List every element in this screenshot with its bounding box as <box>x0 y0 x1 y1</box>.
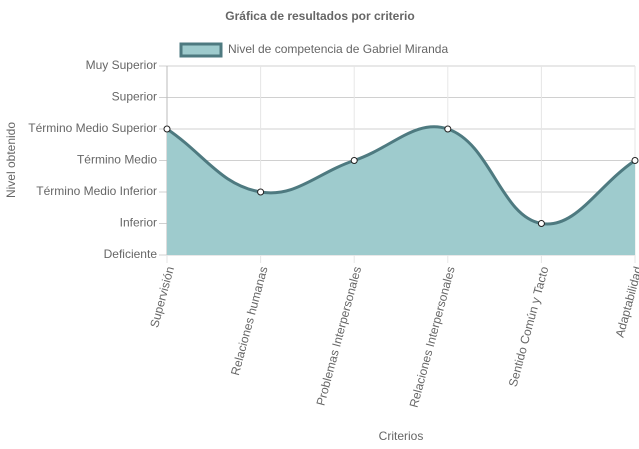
x-tick-label: Sentido Común y Tacto <box>506 265 552 389</box>
y-tick-label: Término Medio Superior <box>28 121 157 135</box>
legend-swatch <box>179 42 223 58</box>
area-fill <box>167 126 635 255</box>
point <box>350 157 358 164</box>
y-tick-label: Deficiente <box>104 247 158 261</box>
point <box>537 220 545 227</box>
y-tick-label: Muy Superior <box>86 58 157 72</box>
point <box>163 125 171 133</box>
chart-title: Gráfica de resultados por criterio <box>225 9 414 23</box>
x-tick-label: Relaciones humanas <box>228 265 271 377</box>
x-tick-label: Problemas Interpersonales <box>314 265 365 407</box>
point <box>444 125 452 133</box>
point <box>257 188 265 196</box>
y-tick-label: Término Medio Inferior <box>36 184 157 198</box>
x-axis-title: Criterios <box>379 429 424 443</box>
y-tick-label: Término Medio <box>77 153 157 167</box>
point <box>631 157 639 164</box>
y-tick-label: Superior <box>112 90 157 104</box>
x-tick-label: Adaptabilidad <box>613 265 639 339</box>
legend-label: Nivel de competencia de Gabriel Miranda <box>228 42 448 56</box>
y-tick-label: Inferior <box>120 216 157 230</box>
line <box>166 125 636 226</box>
y-axis-title: Nivel obtenido <box>4 122 18 198</box>
x-tick-label: Relaciones Interpersonales <box>407 265 458 409</box>
x-tick-label: Supervisión <box>147 265 177 329</box>
